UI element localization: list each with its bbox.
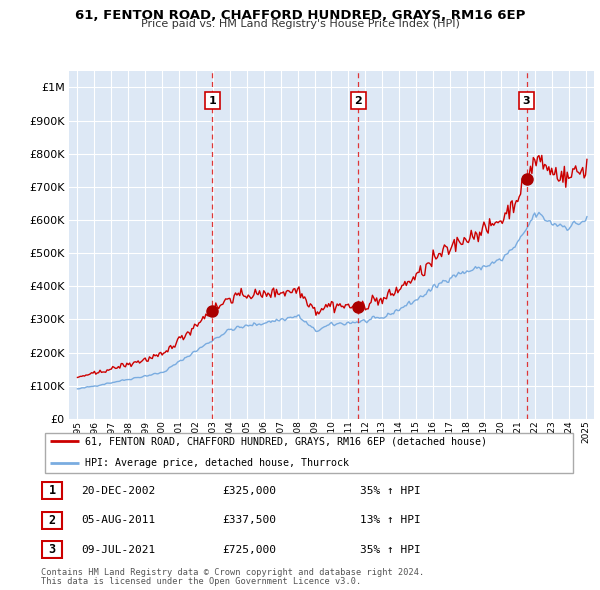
Text: 13% ↑ HPI: 13% ↑ HPI [360, 516, 421, 525]
Text: 3: 3 [523, 96, 530, 106]
Text: 05-AUG-2011: 05-AUG-2011 [81, 516, 155, 525]
FancyBboxPatch shape [44, 433, 574, 473]
FancyBboxPatch shape [42, 542, 62, 558]
Text: 2: 2 [49, 514, 56, 527]
Text: HPI: Average price, detached house, Thurrock: HPI: Average price, detached house, Thur… [85, 458, 349, 468]
Text: This data is licensed under the Open Government Licence v3.0.: This data is licensed under the Open Gov… [41, 577, 361, 586]
Text: 09-JUL-2021: 09-JUL-2021 [81, 545, 155, 555]
Text: 1: 1 [209, 96, 217, 106]
Text: 35% ↑ HPI: 35% ↑ HPI [360, 545, 421, 555]
Text: 35% ↑ HPI: 35% ↑ HPI [360, 486, 421, 496]
Text: Price paid vs. HM Land Registry's House Price Index (HPI): Price paid vs. HM Land Registry's House … [140, 19, 460, 30]
Text: 3: 3 [49, 543, 56, 556]
Text: 61, FENTON ROAD, CHAFFORD HUNDRED, GRAYS, RM16 6EP: 61, FENTON ROAD, CHAFFORD HUNDRED, GRAYS… [75, 9, 525, 22]
Text: £725,000: £725,000 [222, 545, 276, 555]
Text: 2: 2 [355, 96, 362, 106]
FancyBboxPatch shape [42, 512, 62, 529]
Text: Contains HM Land Registry data © Crown copyright and database right 2024.: Contains HM Land Registry data © Crown c… [41, 568, 424, 577]
FancyBboxPatch shape [42, 483, 62, 499]
Text: 1: 1 [49, 484, 56, 497]
Text: 20-DEC-2002: 20-DEC-2002 [81, 486, 155, 496]
Text: 61, FENTON ROAD, CHAFFORD HUNDRED, GRAYS, RM16 6EP (detached house): 61, FENTON ROAD, CHAFFORD HUNDRED, GRAYS… [85, 437, 487, 446]
Text: £337,500: £337,500 [222, 516, 276, 525]
Text: £325,000: £325,000 [222, 486, 276, 496]
